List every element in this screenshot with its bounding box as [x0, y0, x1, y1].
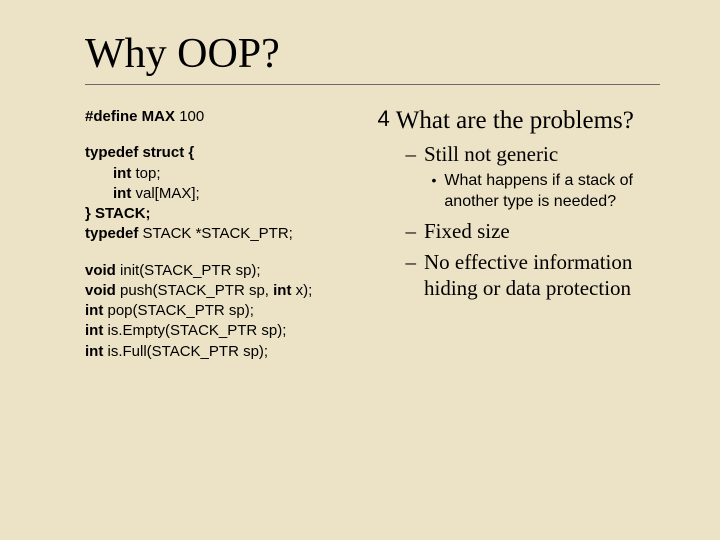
code-line: typedef struct {: [85, 143, 368, 163]
bullet-text: Still not generic: [424, 141, 558, 167]
bullet-level2: – Still not generic: [406, 141, 661, 167]
code-line: #define MAX 100: [85, 107, 368, 127]
code-line: int top;: [85, 164, 368, 184]
content-columns: #define MAX 100 typedef struct { int top…: [85, 107, 660, 378]
bullet-heading-text: What are the problems?: [396, 107, 634, 135]
code-line: typedef STACK *STACK_PTR;: [85, 224, 368, 244]
code-line: int is.Empty(STACK_PTR sp);: [85, 321, 368, 341]
bullet-level2: – No effective information hiding or dat…: [406, 249, 661, 302]
dash-icon: –: [406, 218, 417, 244]
code-block-typedef: typedef struct { int top; int val[MAX]; …: [85, 143, 368, 244]
code-column: #define MAX 100 typedef struct { int top…: [85, 107, 368, 378]
code-block-define: #define MAX 100: [85, 107, 368, 127]
bullet-sub-sub-list: • What happens if a stack of another typ…: [432, 171, 661, 213]
bullet-level2: – Fixed size: [406, 218, 661, 244]
code-line: } STACK;: [85, 204, 368, 224]
bullet-text: No effective information hiding or data …: [424, 249, 660, 302]
bullet-level1: 4 What are the problems?: [378, 107, 661, 135]
slide-title: Why OOP?: [85, 30, 660, 78]
dot-icon: •: [432, 171, 437, 191]
title-underline: [85, 84, 660, 85]
dash-icon: –: [406, 141, 417, 167]
bullet-text: Fixed size: [424, 218, 510, 244]
bullet-sub-list: – Fixed size – No effective information …: [406, 218, 661, 301]
bullet-level3: • What happens if a stack of another typ…: [432, 171, 661, 213]
check-icon: 4: [378, 107, 390, 131]
bullet-sub-list: – Still not generic: [406, 141, 661, 167]
code-line: int is.Full(STACK_PTR sp);: [85, 342, 368, 362]
slide: Why OOP? #define MAX 100 typedef struct …: [0, 0, 720, 540]
code-line: void init(STACK_PTR sp);: [85, 261, 368, 281]
code-block-funcs: void init(STACK_PTR sp); void push(STACK…: [85, 261, 368, 362]
code-line: int pop(STACK_PTR sp);: [85, 301, 368, 321]
code-line: int val[MAX];: [85, 184, 368, 204]
bullet-text: What happens if a stack of another type …: [444, 171, 660, 213]
dash-icon: –: [406, 249, 417, 275]
code-line: void push(STACK_PTR sp, int x);: [85, 281, 368, 301]
bullets-column: 4 What are the problems? – Still not gen…: [378, 107, 661, 378]
